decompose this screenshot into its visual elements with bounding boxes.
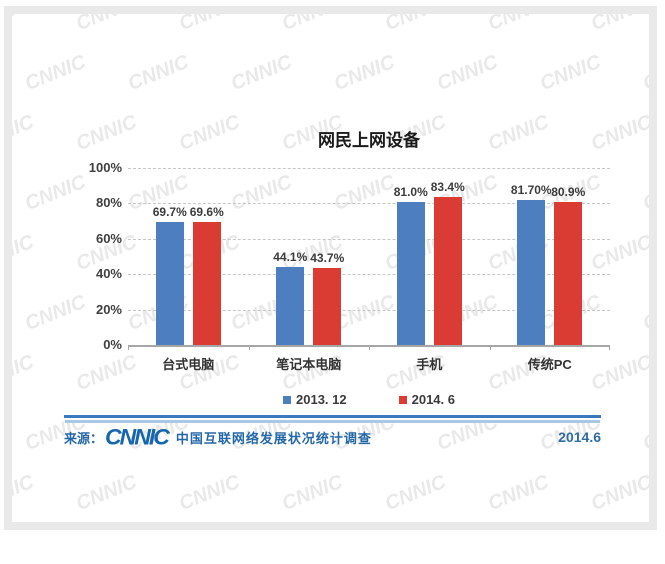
axis-tick	[609, 345, 610, 350]
bar-20146-传统PC	[554, 201, 583, 345]
y-tick-label: 60%	[95, 230, 122, 246]
legend-item: 2013. 12	[283, 392, 347, 407]
y-tick-label: 40%	[95, 266, 122, 282]
bar-value-label: 81.0%	[393, 184, 428, 199]
axis-tick	[489, 345, 491, 350]
bar-value-label: 83.4%	[430, 180, 465, 195]
gridline-40	[128, 274, 610, 276]
legend-swatch-icon	[283, 395, 291, 404]
source-footer: 来源： CNNIC 中国互联网络发展状况统计调查 2014.6	[64, 424, 601, 450]
category-label-笔记本电脑: 笔记本电脑	[276, 357, 342, 372]
bar-value-label: 80.9%	[551, 184, 586, 199]
y-tick-label: 20%	[95, 301, 122, 317]
bar-value-label: 44.1%	[273, 249, 308, 264]
axis-tick	[369, 345, 370, 350]
footer-divider-line	[64, 415, 601, 420]
bar-201312-笔记本电脑	[276, 266, 305, 345]
gridline-20	[128, 309, 610, 311]
y-tick-label: 0%	[103, 337, 122, 352]
bar-value-label: 69.6%	[189, 204, 224, 219]
gridline-60	[128, 238, 610, 240]
axis-tick	[248, 345, 250, 350]
legend-label: 2013. 12	[296, 392, 347, 407]
gridline-80	[128, 203, 610, 205]
chart-legend: 2013. 12 2014. 6	[128, 392, 610, 407]
bar-201312-台式电脑	[155, 221, 184, 345]
category-label-手机: 手机	[416, 357, 443, 372]
legend-label: 2014. 6	[411, 392, 455, 407]
bar-201312-传统PC	[517, 200, 546, 345]
legend-item: 2014. 6	[398, 392, 455, 407]
cnnic-logo: CNNIC	[105, 424, 170, 449]
bar-20146-手机	[433, 197, 462, 345]
y-tick-label: 80%	[95, 195, 122, 211]
bar-20146-笔记本电脑	[313, 267, 342, 345]
legend-swatch-icon	[398, 395, 407, 404]
y-tick-label: 100%	[88, 160, 122, 175]
bar-201312-手机	[396, 201, 425, 345]
bar-20146-台式电脑	[192, 221, 221, 345]
source-survey-title: 中国互联网络发展状况统计调查	[175, 430, 372, 446]
bar-chart-plot-area: 69.7% 69.6% 44.1% 43.7% 81.0% 83.4% 81.70% 80.9…	[128, 168, 610, 350]
source-label: 来源：	[64, 430, 104, 446]
axis-tick	[128, 345, 129, 350]
bar-value-label: 81.70%	[510, 183, 552, 198]
category-label-传统PC: 传统PC	[527, 357, 572, 372]
chart-title: 网民上网设备	[318, 131, 420, 150]
footer-date: 2014.6	[558, 429, 601, 445]
bar-value-label: 43.7%	[310, 250, 345, 265]
category-label-台式电脑: 台式电脑	[162, 357, 215, 372]
gridline-100	[128, 168, 610, 169]
bar-value-label: 69.7%	[152, 204, 187, 219]
